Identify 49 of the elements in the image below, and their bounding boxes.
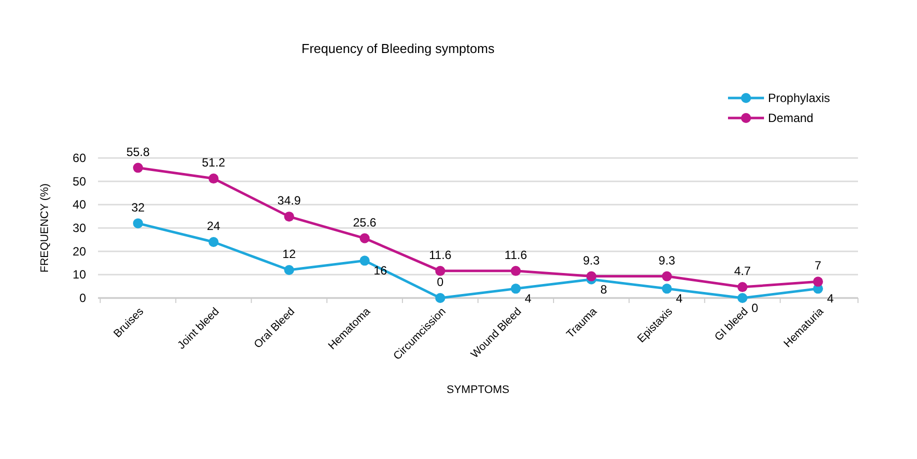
y-axis-title: FREQUENCY (%) (39, 183, 51, 273)
point (208, 174, 219, 184)
point (284, 212, 294, 222)
data-label: 4.7 (734, 264, 752, 278)
point (133, 162, 143, 173)
y-tick-label: 50 (72, 174, 86, 188)
y-tick-label: 60 (72, 151, 86, 165)
y-tick-label: 20 (72, 244, 86, 258)
point (662, 284, 672, 294)
y-tick-label: 40 (72, 198, 86, 212)
point (662, 271, 672, 282)
point (510, 266, 521, 276)
point (435, 293, 446, 303)
y-tick-label: 0 (79, 291, 86, 305)
y-tick-label: 30 (72, 221, 86, 235)
data-label: 51.2 (202, 156, 226, 170)
data-label: 34.9 (277, 194, 302, 208)
data-label: 4 (524, 292, 532, 306)
point (737, 293, 748, 303)
data-label: 9.3 (658, 253, 676, 268)
data-label: 7 (814, 258, 822, 273)
data-label: 24 (206, 219, 221, 233)
y-tick-label: 10 (72, 268, 86, 282)
point (813, 276, 823, 287)
point (360, 233, 370, 244)
legend-label: Demand (768, 111, 814, 125)
point (360, 256, 370, 266)
legend-label: Prophylaxis (768, 91, 830, 105)
chart-title: Frequency of Bleeding symptoms (302, 41, 495, 56)
data-label: 4 (676, 292, 683, 306)
data-label: 8 (600, 282, 608, 296)
point (284, 265, 294, 275)
data-label: 11.6 (504, 248, 528, 262)
x-axis-title: SYMPTOMS (446, 384, 510, 396)
data-label: 0 (436, 275, 444, 289)
data-label: 0 (751, 301, 758, 315)
point (208, 237, 219, 247)
data-label: 12 (282, 247, 296, 261)
data-label: 25.6 (352, 215, 377, 230)
point (510, 284, 521, 294)
data-label: 11.6 (428, 248, 452, 262)
point (737, 282, 748, 292)
point (586, 271, 596, 282)
data-label: 55.8 (126, 144, 150, 159)
data-label: 32 (131, 200, 145, 214)
point (133, 218, 143, 228)
data-label: 4 (827, 292, 834, 306)
data-label: 9.3 (582, 253, 600, 268)
point (435, 266, 446, 276)
